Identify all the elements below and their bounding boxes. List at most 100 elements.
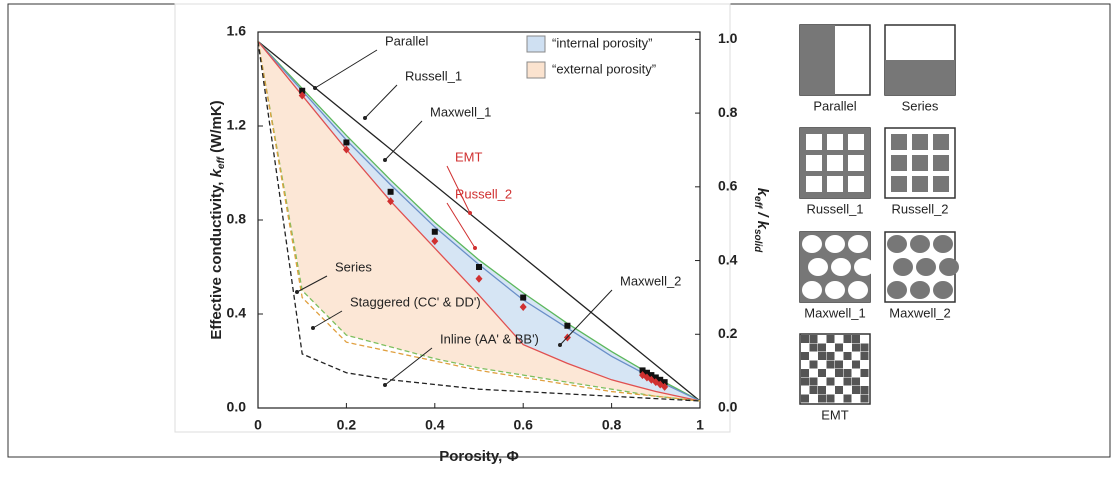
- cell: [818, 394, 826, 403]
- cell: [809, 394, 818, 403]
- cell: [835, 369, 843, 377]
- cell: [860, 394, 869, 403]
- cell: [848, 134, 864, 150]
- cell: [801, 377, 809, 386]
- y2-tick-label: 0.8: [718, 104, 738, 120]
- annotation: Staggered (CC' & DD'): [350, 294, 481, 309]
- cell: [848, 176, 864, 192]
- annotation-arrow: [446, 165, 471, 214]
- cell: [939, 258, 959, 276]
- cell: [860, 369, 869, 377]
- arrow-head: [473, 246, 477, 250]
- y-tick-label: 1.6: [227, 23, 247, 39]
- arrow-head: [295, 290, 299, 294]
- series-line: [257, 41, 701, 402]
- cell: [801, 343, 809, 352]
- y2-tick-label: 0.4: [718, 251, 738, 267]
- cell: [852, 369, 860, 377]
- annotation: Maxwell_2: [620, 273, 681, 288]
- schematic: Maxwell_1: [799, 231, 874, 320]
- x-tick-label: 0.6: [513, 417, 533, 433]
- cell: [852, 335, 860, 343]
- cell: [843, 386, 852, 394]
- cell: [806, 176, 822, 192]
- cell: [891, 134, 907, 150]
- legend-label: “external porosity”: [552, 61, 656, 76]
- cell: [801, 360, 809, 369]
- cell: [843, 352, 852, 360]
- cell: [826, 394, 835, 403]
- cell: [887, 235, 907, 253]
- cell: [843, 360, 852, 369]
- cell: [893, 258, 913, 276]
- cell: [826, 377, 835, 386]
- marker: [520, 294, 527, 301]
- schematic: Maxwell_2: [884, 231, 959, 320]
- cell: [854, 258, 874, 276]
- cell: [933, 176, 949, 192]
- cell: [826, 335, 835, 343]
- cell: [809, 377, 818, 386]
- schematic-label: Russell_1: [806, 201, 863, 216]
- arrow-head: [383, 383, 387, 387]
- legend-label: “internal porosity”: [552, 35, 652, 50]
- marker: [475, 274, 483, 283]
- cell: [916, 258, 936, 276]
- cell: [826, 360, 835, 369]
- schematic-label: Parallel: [813, 98, 856, 113]
- cell: [809, 343, 818, 352]
- cell: [848, 155, 864, 171]
- marker: [643, 369, 650, 376]
- marker: [519, 302, 527, 311]
- cell: [910, 281, 930, 299]
- arrow-head: [313, 86, 317, 90]
- cell: [835, 343, 843, 352]
- annotation-arrow: [364, 84, 398, 119]
- marker: [431, 228, 438, 235]
- marker: [652, 374, 659, 381]
- cell: [835, 394, 843, 403]
- cell: [825, 281, 845, 299]
- marker: [387, 197, 395, 206]
- cell: [843, 369, 852, 377]
- arrow-head: [311, 326, 315, 330]
- cell: [848, 281, 868, 299]
- cell: [801, 386, 809, 394]
- cell: [806, 134, 822, 150]
- y2-tick-label: 0.2: [718, 325, 738, 341]
- cell: [887, 281, 907, 299]
- schematic-label: Maxwell_1: [804, 305, 865, 320]
- x-tick-label: 1: [696, 417, 704, 433]
- arrow-head: [468, 211, 472, 215]
- cell: [912, 155, 928, 171]
- cell: [801, 352, 809, 360]
- x-tick-label: 0: [254, 417, 262, 433]
- y2-axis-label: keff / ksolid: [752, 188, 771, 253]
- annotation: Series: [335, 259, 372, 274]
- cell: [827, 134, 843, 150]
- arrow-head: [383, 158, 387, 162]
- marker: [431, 237, 439, 246]
- cell: [843, 394, 852, 403]
- cell: [852, 352, 860, 360]
- cell: [933, 235, 953, 253]
- cell: [802, 281, 822, 299]
- x-tick-label: 0.2: [337, 417, 357, 433]
- cell: [831, 258, 851, 276]
- schematic-label: Maxwell_2: [889, 305, 950, 320]
- y2-tick-label: 1.0: [718, 30, 738, 46]
- fill: [885, 60, 955, 95]
- cell: [910, 235, 930, 253]
- cell: [933, 155, 949, 171]
- marker: [564, 322, 571, 329]
- cell: [848, 235, 868, 253]
- cell: [860, 335, 869, 343]
- cell: [835, 386, 843, 394]
- cell: [825, 235, 845, 253]
- marker: [342, 145, 350, 154]
- cell: [860, 352, 869, 360]
- cell: [852, 394, 860, 403]
- cell: [827, 176, 843, 192]
- schematic-label: Russell_2: [891, 201, 948, 216]
- annotation-arrow: [314, 49, 378, 89]
